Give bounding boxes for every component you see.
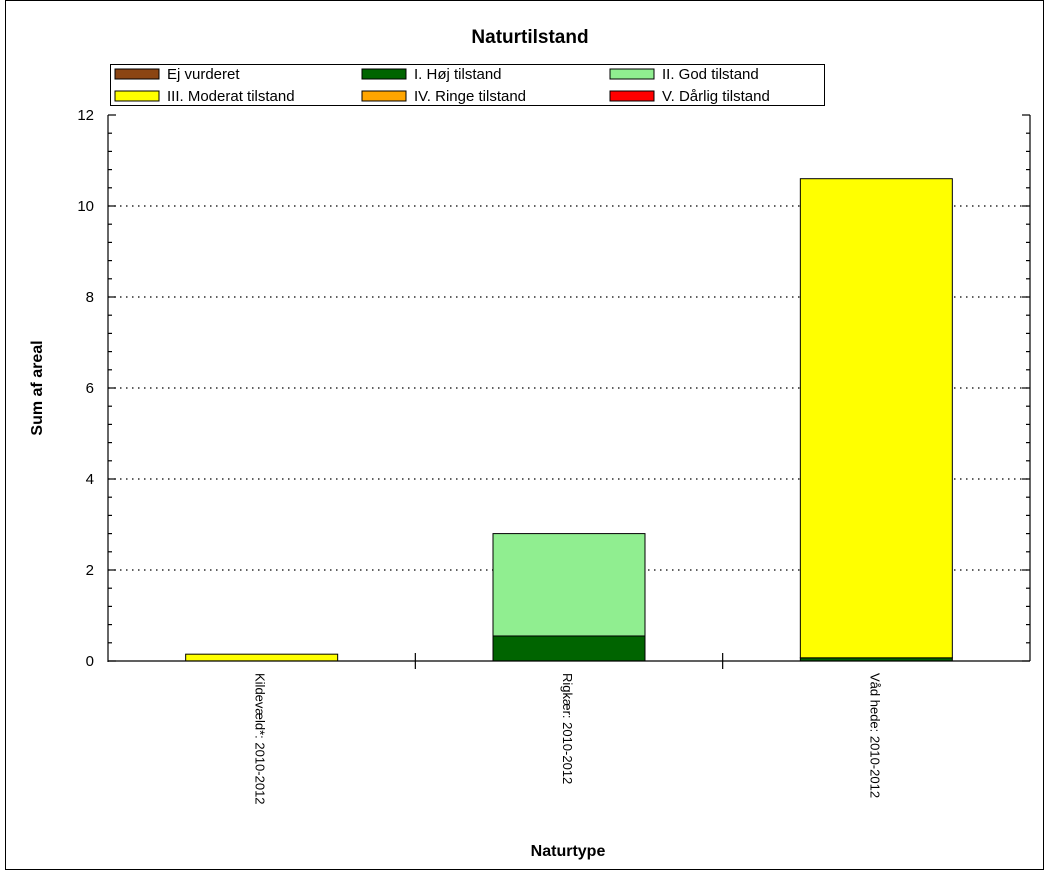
y-tick-label: 4	[86, 471, 94, 488]
bar-segment	[185, 653, 339, 662]
legend-swatch	[114, 68, 160, 80]
bar-segment	[492, 533, 646, 637]
x-axis-label: Naturtype	[531, 843, 606, 860]
bar-segment	[492, 635, 646, 662]
y-tick-labels: 0 2 4 6 8 10 12	[77, 107, 94, 670]
legend-label: Ej vurderet	[167, 66, 240, 83]
legend-swatch	[114, 90, 160, 102]
y-tick-label: 0	[86, 653, 94, 670]
x-tick-label: Kildevæld*: 2010-2012	[253, 673, 268, 805]
legend-label: V. Dårlig tilstand	[662, 88, 770, 105]
legend-swatch	[609, 90, 655, 102]
y-axis-label: Sum af areal	[29, 340, 46, 435]
chart-title: Naturtilstand	[471, 27, 588, 48]
y-tick-label: 6	[86, 380, 94, 397]
x-tick-labels: Kildevæld*: 2010-2012 Rigkær: 2010-2012 Vå…	[253, 673, 883, 805]
legend-label: I. Høj tilstand	[414, 66, 502, 83]
bars	[185, 178, 953, 662]
legend-label: II. God tilstand	[662, 66, 759, 83]
legend-label: IV. Ringe tilstand	[414, 88, 526, 105]
y-tick-label: 12	[77, 107, 94, 124]
y-tick-label: 10	[77, 198, 94, 215]
y-tick-label: 8	[86, 289, 94, 306]
bar-segment	[799, 178, 953, 659]
legend-label: III. Moderat tilstand	[167, 88, 295, 105]
x-tick-label: Rigkær: 2010-2012	[560, 673, 575, 784]
legend-swatch	[361, 68, 407, 80]
legend: Ej vurderet I. Høj tilstand II. God tilsta…	[110, 64, 825, 106]
legend-swatch	[609, 68, 655, 80]
y-tick-label: 2	[86, 562, 94, 579]
x-tick-label: Våd hede: 2010-2012	[867, 673, 882, 798]
legend-swatch	[361, 90, 407, 102]
axes	[107, 114, 1031, 669]
